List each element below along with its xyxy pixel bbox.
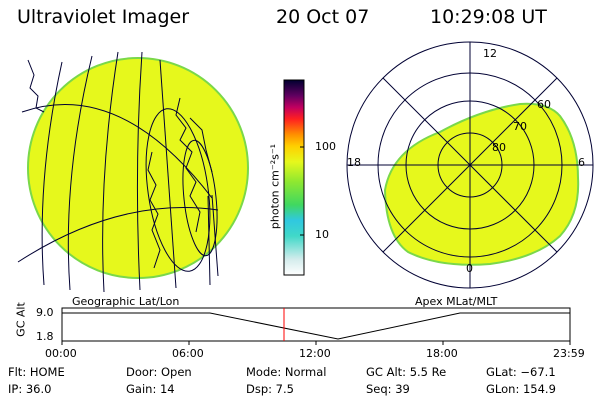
status-glat: GLat: −67.1 xyxy=(486,365,556,379)
mlt-label-0: 0 xyxy=(466,262,473,275)
colorbar xyxy=(283,79,305,276)
status-mode: Mode: Normal xyxy=(246,365,327,379)
mlat-label-70: 70 xyxy=(513,120,527,133)
status-ip: IP: 36.0 xyxy=(8,382,52,396)
colorbar-unit-label: photon cm⁻²s⁻¹ xyxy=(268,143,282,230)
mlt-label-12: 12 xyxy=(483,47,497,60)
instrument-title: Ultraviolet Imager xyxy=(17,6,190,28)
status-door: Door: Open xyxy=(126,365,192,379)
geo-latlon-grid xyxy=(17,51,219,293)
mlt-label-18: 18 xyxy=(347,156,361,169)
alt-xtick-1200: 12:00 xyxy=(299,347,331,360)
mlat-label-80: 80 xyxy=(492,141,506,154)
time-label: 10:29:08 UT xyxy=(430,6,547,28)
geographic-image-panel xyxy=(17,51,249,293)
status-gain: Gain: 14 xyxy=(126,382,175,396)
mlat-label-60: 60 xyxy=(537,98,551,111)
alt-xtick-2359: 23:59 xyxy=(553,347,585,360)
status-gc-alt: GC Alt: 5.5 Re xyxy=(366,365,447,379)
altitude-axis-label: GC Alt xyxy=(14,302,28,337)
status-dsp: Dsp: 7.5 xyxy=(246,382,294,396)
alt-xtick-0600: 06:00 xyxy=(172,347,204,360)
apex-polar-panel xyxy=(346,41,594,289)
altitude-timeline xyxy=(61,307,571,345)
apex-panel-label: Apex MLat/MLT xyxy=(415,295,498,308)
colorbar-gradient xyxy=(283,79,305,276)
status-seq: Seq: 39 xyxy=(366,382,410,396)
alt-xtick-0000: 00:00 xyxy=(45,347,77,360)
apex-aurora-oval xyxy=(383,102,580,266)
colorbar-tick-label-10: 10 xyxy=(315,228,329,241)
alt-ytick-low: 1.8 xyxy=(36,330,54,343)
status-glon: GLon: 154.9 xyxy=(486,382,556,396)
geo-panel-label: Geographic Lat/Lon xyxy=(72,295,180,308)
alt-ytick-high: 9.0 xyxy=(36,306,54,319)
colorbar-tick-label-100: 100 xyxy=(315,140,336,153)
date-label: 20 Oct 07 xyxy=(276,6,370,28)
altitude-curve xyxy=(62,312,570,340)
coastline xyxy=(27,59,213,269)
alt-xtick-1800: 18:00 xyxy=(426,347,458,360)
apex-polar-grid xyxy=(346,41,594,289)
mlt-label-6: 6 xyxy=(578,156,585,169)
status-flt: Flt: HOME xyxy=(8,365,65,379)
